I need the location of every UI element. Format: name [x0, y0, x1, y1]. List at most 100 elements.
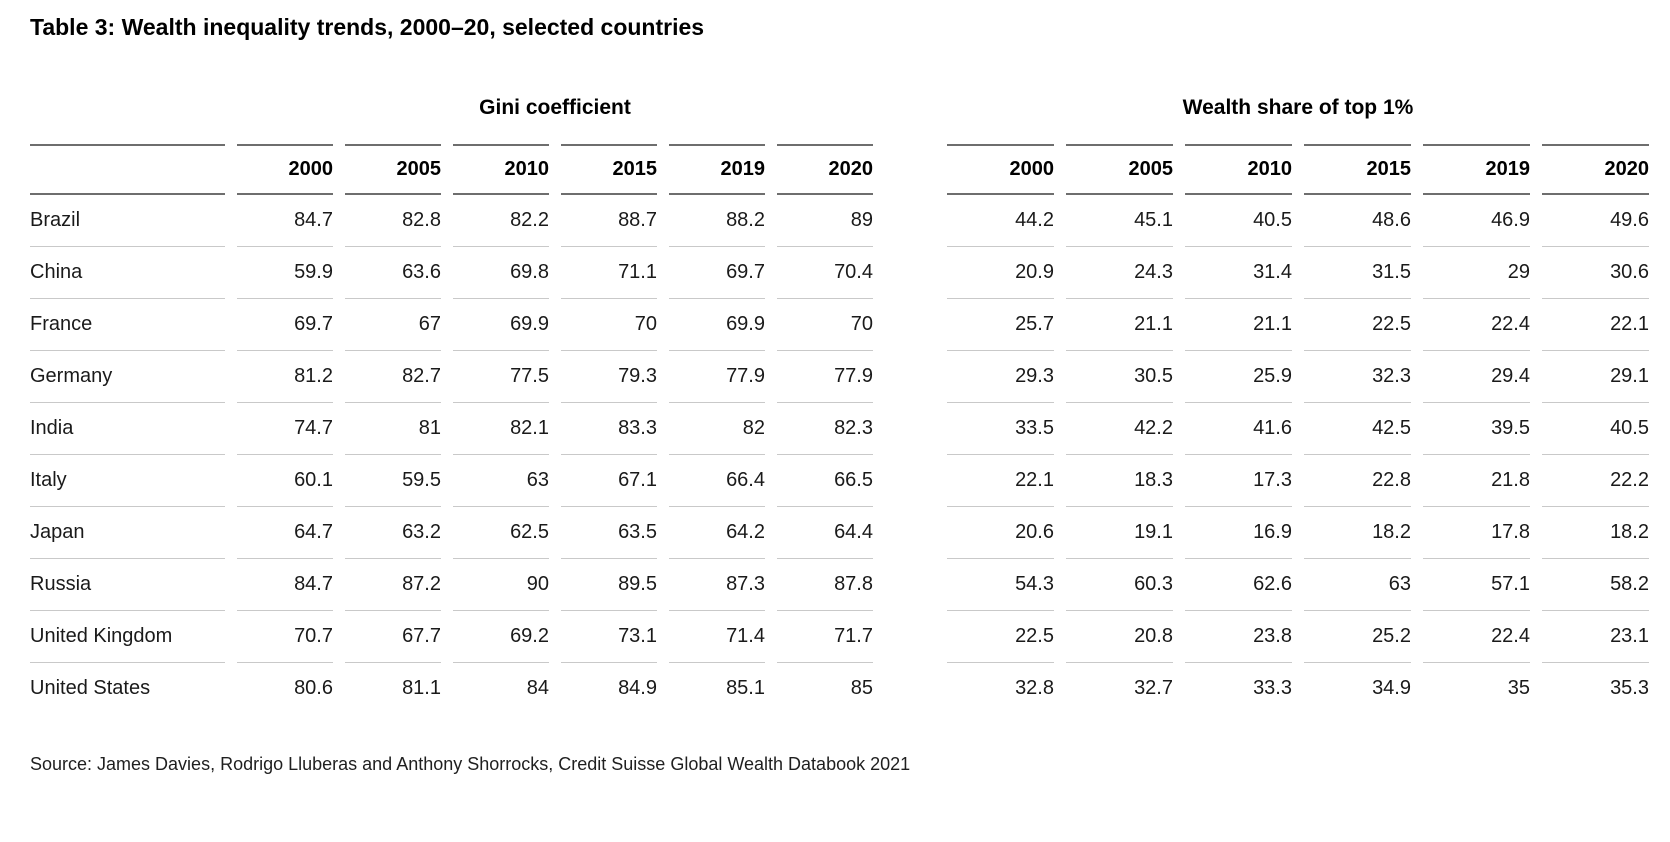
gini-value-cell: 69.2	[453, 610, 549, 662]
group-header-wealth-share-top1: Wealth share of top 1%	[1182, 96, 1414, 119]
gini-value-cell: 70	[777, 298, 873, 350]
table-row: Italy 60.1 59.5 63 67.1 66.4 66.5 22.1 18.3 17.3 2…	[30, 454, 1649, 506]
gini-value-cell: 66.4	[669, 454, 765, 506]
gini-value-cell: 82.3	[777, 402, 873, 454]
table-body: Brazil 84.7 82.8 82.2 88.7 88.2 89 44.2 45.1 40.5…	[30, 195, 1649, 714]
gini-value-cell: 64.4	[777, 506, 873, 558]
gini-value-cell: 89	[850, 209, 873, 231]
year-header-top1: 2010	[1185, 144, 1292, 195]
gini-value-cell: 62.5	[453, 506, 549, 558]
top1-value-cell: 45.1	[1134, 209, 1173, 231]
gini-value-cell: 69.9	[669, 298, 765, 350]
table-gap-spacer	[885, 350, 935, 402]
gini-value-cell: 69.8	[453, 246, 549, 298]
top1-value-cell: 57.1	[1423, 558, 1530, 610]
top1-value-cell: 22.1	[947, 454, 1054, 506]
year-header-row: 2000 2005 2010 2015 2019 2020 2000 2005 2010 2015…	[30, 144, 1649, 195]
top1-value-cell: 25.7	[947, 298, 1054, 350]
top1-value-cell: 32.8	[947, 662, 1054, 714]
gini-value-cell: 69.7	[237, 298, 333, 350]
gini-value-cell: 77.5	[453, 350, 549, 402]
gini-value-cell: 71.4	[669, 610, 765, 662]
year-header-top1: 2015	[1304, 144, 1411, 195]
top1-value-cell: 17.8	[1423, 506, 1530, 558]
gini-value-cell: 63.5	[561, 506, 657, 558]
table-row: France 69.7 67 69.9 70 69.9 70 25.7 21.1 21.1 22.5…	[30, 298, 1649, 350]
table-row: Japan 64.7 63.2 62.5 63.5 64.2 64.4 20.6 19.1 16.…	[30, 506, 1649, 558]
gini-value-cell: 70	[561, 298, 657, 350]
table-row: United Kingdom 70.7 67.7 69.2 73.1 71.4 71.7 22…	[30, 610, 1649, 662]
year-header-gini: 2000	[237, 144, 333, 195]
gini-value-cell: 82.2	[510, 209, 549, 231]
gini-value-cell: 89.5	[561, 558, 657, 610]
top1-value-cell: 63	[1304, 558, 1411, 610]
gini-value-cell: 83.3	[561, 402, 657, 454]
gini-value-cell: 87.2	[345, 558, 441, 610]
gini-value-cell: 81.2	[237, 350, 333, 402]
gini-value-cell: 79.3	[561, 350, 657, 402]
top1-value-cell: 20.6	[947, 506, 1054, 558]
gini-value-cell: 87.3	[669, 558, 765, 610]
top1-value-cell: 46.9	[1491, 209, 1530, 231]
gini-value-cell: 69.9	[453, 298, 549, 350]
top1-value-cell: 21.1	[1066, 298, 1173, 350]
top1-value-cell: 18.2	[1304, 506, 1411, 558]
year-header-top1: 2019	[1423, 144, 1530, 195]
top1-value-cell: 32.7	[1066, 662, 1173, 714]
top1-value-cell: 31.4	[1185, 246, 1292, 298]
top1-value-cell: 21.8	[1423, 454, 1530, 506]
gini-value-cell: 73.1	[561, 610, 657, 662]
top1-value-cell: 32.3	[1304, 350, 1411, 402]
gini-value-cell: 82	[669, 402, 765, 454]
group-header-gap	[885, 96, 935, 144]
gini-value-cell: 82.1	[453, 402, 549, 454]
top1-value-cell: 29.4	[1423, 350, 1530, 402]
gini-value-cell: 59.9	[237, 246, 333, 298]
column-group-header-row: Gini coefficient Wealth share of top 1%	[30, 96, 1642, 144]
top1-value-cell: 23.8	[1185, 610, 1292, 662]
top1-value-cell: 22.4	[1423, 298, 1530, 350]
year-header-top1: 2005	[1066, 144, 1173, 195]
top1-value-cell: 25.2	[1304, 610, 1411, 662]
top1-value-cell: 30.5	[1066, 350, 1173, 402]
year-header-gini: 2005	[345, 144, 441, 195]
top1-value-cell: 22.8	[1304, 454, 1411, 506]
top1-value-cell: 54.3	[947, 558, 1054, 610]
table-gap-spacer	[885, 558, 935, 610]
table-gap-spacer	[885, 144, 935, 195]
table-row: China 59.9 63.6 69.8 71.1 69.7 70.4 20.9 24.3 31.…	[30, 246, 1649, 298]
top1-value-cell: 23.1	[1542, 610, 1649, 662]
gini-value-cell: 82.7	[345, 350, 441, 402]
top1-value-cell: 31.5	[1304, 246, 1411, 298]
country-cell: Italy	[30, 454, 225, 506]
top1-value-cell: 41.6	[1185, 402, 1292, 454]
country-cell: United Kingdom	[30, 610, 225, 662]
top1-value-cell: 22.5	[1304, 298, 1411, 350]
table-row: Brazil 84.7 82.8 82.2 88.7 88.2 89 44.2 45.1 40.5…	[30, 195, 1649, 246]
gini-value-cell: 87.8	[777, 558, 873, 610]
gini-value-cell: 80.6	[237, 662, 333, 714]
top1-value-cell: 34.9	[1304, 662, 1411, 714]
gini-value-cell: 71.1	[561, 246, 657, 298]
top1-value-cell: 18.2	[1542, 506, 1649, 558]
table-gap-spacer	[885, 298, 935, 350]
country-cell: India	[30, 402, 225, 454]
top1-value-cell: 35	[1423, 662, 1530, 714]
country-cell: China	[30, 246, 225, 298]
gini-value-cell: 63.6	[345, 246, 441, 298]
table-gap-spacer	[885, 662, 935, 714]
gini-value-cell: 74.7	[237, 402, 333, 454]
gini-value-cell: 85	[777, 662, 873, 714]
gini-value-cell: 81	[345, 402, 441, 454]
table-gap-spacer	[885, 246, 935, 298]
top1-value-cell: 33.3	[1185, 662, 1292, 714]
top1-value-cell: 44.2	[1015, 209, 1054, 231]
gini-value-cell: 64.2	[669, 506, 765, 558]
country-cell: Japan	[30, 506, 225, 558]
gini-value-cell: 60.1	[237, 454, 333, 506]
table-row: India 74.7 81 82.1 83.3 82 82.3 33.5 42.2 41.6 42.…	[30, 402, 1649, 454]
gini-value-cell: 77.9	[777, 350, 873, 402]
top1-value-cell: 48.6	[1372, 209, 1411, 231]
top1-value-cell: 22.2	[1542, 454, 1649, 506]
top1-value-cell: 29	[1423, 246, 1530, 298]
